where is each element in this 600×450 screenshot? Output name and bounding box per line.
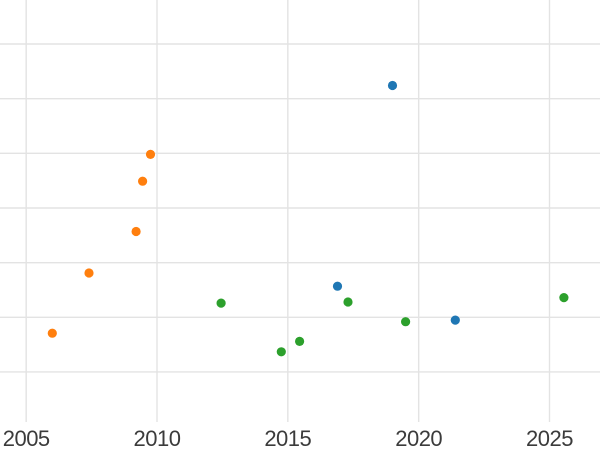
data-point-series-green: [559, 293, 569, 303]
data-point-series-orange: [145, 149, 156, 159]
x-tick-label: 2020: [395, 426, 442, 450]
data-point-series-blue: [332, 281, 343, 291]
data-point-series-blue: [450, 315, 460, 325]
data-point-series-green: [295, 336, 305, 346]
data-point-series-green: [216, 298, 226, 308]
x-tick-label: 2015: [264, 426, 311, 450]
data-point-series-orange: [131, 226, 141, 237]
data-point-series-green: [401, 317, 411, 327]
data-point-series-green: [343, 297, 353, 307]
data-point-series-orange: [47, 328, 57, 338]
data-point-series-orange: [84, 268, 94, 278]
data-point-series-orange: [138, 176, 148, 186]
x-tick-label: 2005: [3, 426, 50, 450]
x-tick-label: 2025: [526, 426, 573, 450]
x-tick-label: 2010: [134, 426, 181, 450]
data-point-series-blue: [387, 80, 398, 91]
data-point-series-green: [276, 347, 286, 357]
